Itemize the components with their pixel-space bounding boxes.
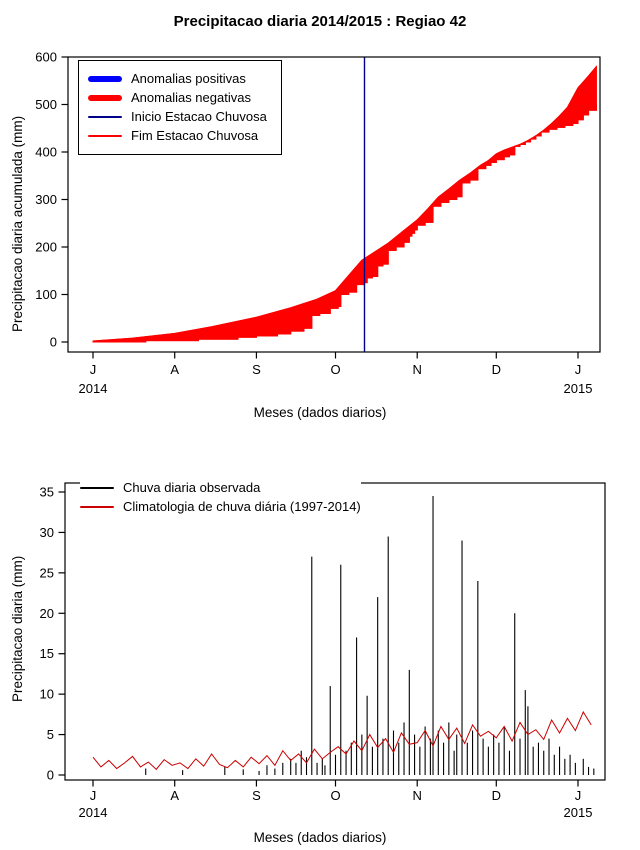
y-tick-label: 20 [40,606,54,621]
y-tick-label: 25 [40,565,54,580]
month-tick-label: S [252,788,261,803]
legend-label: Chuva diaria observada [123,480,261,495]
month-tick-label: J [90,362,97,377]
y-tick-label: 100 [35,287,57,302]
month-tick-label: D [492,362,501,377]
observed-daily-bars [145,496,595,775]
y-tick-label: 0 [50,335,57,350]
month-tick-label: N [413,362,422,377]
legend-item: Chuva diaria observada [80,480,361,496]
chart1-legend: Anomalias positivas Anomalias negativas In… [78,60,282,155]
y-tick-label: 30 [40,525,54,540]
cumulative-precipitation-chart: 0 100 200 300 400 500 600 J A S O N D J 2014 2015 [35,50,601,396]
month-tick-label: J [90,788,97,803]
legend-line-sample [80,487,114,489]
legend-label: Climatologia de chuva diária (1997-2014) [123,499,361,514]
y-tick-label: 300 [35,192,57,207]
y-tick-label: 15 [40,646,54,661]
month-tick-label: N [413,788,422,803]
y-tick-label: 600 [35,50,57,65]
chart2-y-axis: 0 5 10 15 20 25 30 35 [40,485,65,783]
y-tick-label: 0 [47,768,54,783]
legend-label: Fim Estacao Chuvosa [131,128,259,143]
month-tick-label: O [330,362,340,377]
month-tick-label: A [170,362,179,377]
legend-item: Inicio Estacao Chuvosa [88,109,267,125]
year-label: 2014 [79,805,108,820]
chart2-legend: Chuva diaria observada Climatologia de ch… [80,477,361,518]
observed-cumulative-line [93,104,598,343]
year-label: 2014 [79,381,108,396]
climatology-cumulative-line [92,66,597,342]
legend-item: Climatologia de chuva diária (1997-2014) [80,499,361,515]
year-label: 2015 [564,381,593,396]
month-tick-label: O [330,788,340,803]
chart1-plot-box [67,56,601,353]
legend-label: Inicio Estacao Chuvosa [131,109,267,124]
chart1-xlabel: Meses (dados diarios) [253,405,387,420]
chart2-plot-box [64,482,606,781]
month-tick-label: S [252,362,261,377]
chart1-y-axis: 0 100 200 300 400 500 600 [35,50,68,350]
month-tick-label: D [492,788,501,803]
legend-label: Anomalias negativas [131,90,251,105]
chart2-ylabel: Precipitacao diaria (mm) [10,555,25,702]
legend-item: Fim Estacao Chuvosa [88,128,267,144]
chart1-x-axis: J A S O N D J 2014 2015 [79,352,593,396]
y-tick-label: 5 [47,727,54,742]
month-tick-label: J [575,362,582,377]
chart2-xlabel: Meses (dados diarios) [253,830,387,845]
y-tick-label: 500 [35,97,57,112]
chart2-x-axis: J A S O N D J 2014 2015 [79,780,593,820]
y-tick-label: 400 [35,145,57,160]
legend-line-sample [80,506,114,508]
chart1-title: Precipitacao diaria 2014/2015 : Regiao 4… [173,13,467,30]
y-tick-label: 200 [35,240,57,255]
legend-item: Anomalias negativas [88,90,267,106]
y-tick-label: 10 [40,687,54,702]
legend-line-sample [88,135,122,137]
month-tick-label: J [575,788,582,803]
month-tick-label: A [170,788,179,803]
chart1-ylabel: Precipitacao diaria acumulada (mm) [10,115,25,332]
legend-line-sample [88,116,122,118]
legend-line-sample [88,95,122,101]
year-label: 2015 [564,805,593,820]
legend-label: Anomalias positivas [131,71,246,86]
y-tick-label: 35 [40,485,54,500]
legend-line-sample [88,76,122,82]
climatology-daily-line [92,710,592,771]
legend-item: Anomalias positivas [88,71,267,87]
